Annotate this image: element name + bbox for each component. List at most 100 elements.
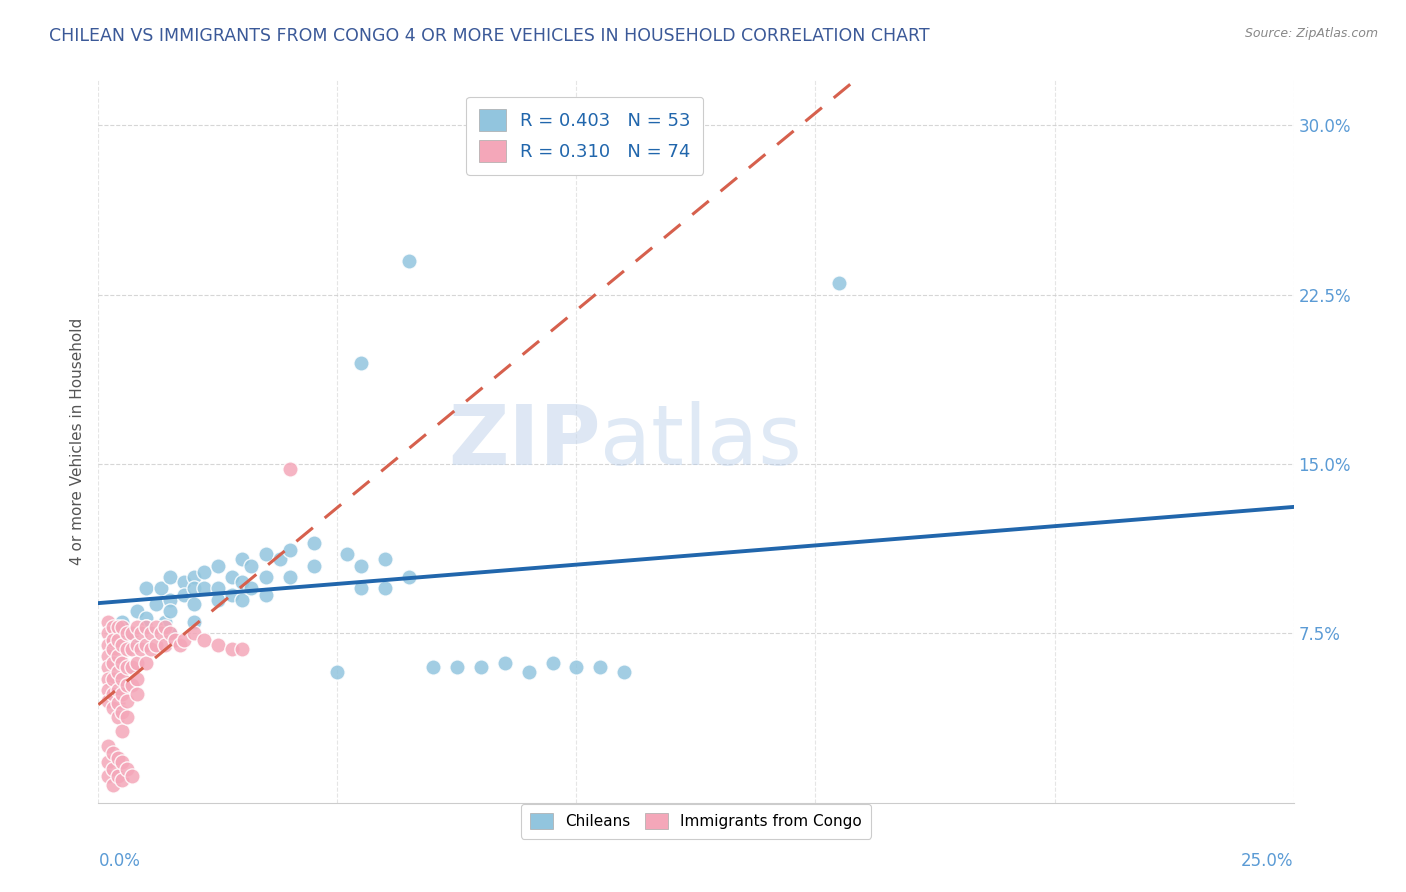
Point bbox=[240, 582, 263, 596]
Point bbox=[173, 633, 195, 648]
Point bbox=[115, 642, 138, 657]
Point bbox=[101, 633, 124, 648]
Point bbox=[278, 570, 301, 584]
Point bbox=[207, 592, 229, 607]
Point bbox=[121, 769, 143, 783]
Point bbox=[97, 672, 120, 686]
Point bbox=[101, 642, 124, 657]
Point bbox=[155, 620, 177, 634]
Point bbox=[149, 582, 172, 596]
Text: ZIP: ZIP bbox=[449, 401, 600, 482]
Point bbox=[183, 626, 205, 640]
Point bbox=[470, 660, 492, 674]
Point bbox=[125, 638, 148, 652]
Point bbox=[278, 542, 301, 557]
Point bbox=[101, 778, 124, 792]
Point bbox=[111, 656, 134, 670]
Point bbox=[278, 461, 301, 475]
Point bbox=[193, 633, 215, 648]
Point bbox=[97, 694, 120, 708]
Point bbox=[107, 648, 129, 663]
Point bbox=[97, 769, 120, 783]
Point bbox=[149, 626, 172, 640]
Point bbox=[145, 620, 167, 634]
Point bbox=[107, 750, 129, 764]
Point bbox=[97, 755, 120, 769]
Point bbox=[207, 558, 229, 573]
Point bbox=[155, 615, 177, 630]
Point bbox=[326, 665, 349, 679]
Text: atlas: atlas bbox=[600, 401, 801, 482]
Point bbox=[107, 620, 129, 634]
Point bbox=[97, 626, 120, 640]
Point bbox=[115, 626, 138, 640]
Point bbox=[111, 706, 134, 720]
Point bbox=[183, 582, 205, 596]
Point bbox=[269, 552, 291, 566]
Point bbox=[115, 678, 138, 692]
Point bbox=[101, 762, 124, 776]
Point bbox=[135, 620, 157, 634]
Point bbox=[207, 638, 229, 652]
Point bbox=[111, 723, 134, 738]
Point bbox=[231, 642, 253, 657]
Point bbox=[107, 697, 129, 711]
Point bbox=[517, 665, 540, 679]
Point bbox=[350, 582, 373, 596]
Point bbox=[121, 678, 143, 692]
Point bbox=[115, 660, 138, 674]
Point bbox=[115, 710, 138, 724]
Point bbox=[336, 548, 359, 562]
Point bbox=[173, 588, 195, 602]
Point bbox=[135, 656, 157, 670]
Text: Source: ZipAtlas.com: Source: ZipAtlas.com bbox=[1244, 27, 1378, 40]
Point bbox=[159, 626, 181, 640]
Text: 25.0%: 25.0% bbox=[1241, 853, 1294, 871]
Point bbox=[302, 536, 325, 550]
Point bbox=[135, 610, 157, 624]
Point bbox=[159, 604, 181, 618]
Point bbox=[131, 626, 153, 640]
Point bbox=[97, 739, 120, 754]
Point bbox=[374, 552, 396, 566]
Point bbox=[163, 633, 186, 648]
Point bbox=[231, 574, 253, 589]
Point bbox=[183, 615, 205, 630]
Point bbox=[115, 694, 138, 708]
Point bbox=[135, 638, 157, 652]
Point bbox=[135, 620, 157, 634]
Point bbox=[139, 626, 162, 640]
Point bbox=[446, 660, 468, 674]
Point bbox=[828, 277, 851, 291]
Point bbox=[111, 773, 134, 788]
Point bbox=[422, 660, 444, 674]
Point bbox=[145, 597, 167, 611]
Point bbox=[107, 665, 129, 679]
Point bbox=[111, 620, 134, 634]
Text: CHILEAN VS IMMIGRANTS FROM CONGO 4 OR MORE VEHICLES IN HOUSEHOLD CORRELATION CHA: CHILEAN VS IMMIGRANTS FROM CONGO 4 OR MO… bbox=[49, 27, 929, 45]
Point bbox=[97, 638, 120, 652]
Point bbox=[231, 592, 253, 607]
Point bbox=[101, 620, 124, 634]
Point bbox=[115, 626, 138, 640]
Point bbox=[97, 660, 120, 674]
Y-axis label: 4 or more Vehicles in Household: 4 or more Vehicles in Household bbox=[69, 318, 84, 566]
Point bbox=[135, 582, 157, 596]
Point bbox=[183, 570, 205, 584]
Point bbox=[107, 633, 129, 648]
Point bbox=[589, 660, 612, 674]
Point bbox=[398, 570, 420, 584]
Point bbox=[159, 570, 181, 584]
Point bbox=[350, 558, 373, 573]
Point bbox=[565, 660, 588, 674]
Point bbox=[101, 656, 124, 670]
Point bbox=[107, 769, 129, 783]
Point bbox=[115, 762, 138, 776]
Point bbox=[125, 656, 148, 670]
Point bbox=[221, 588, 243, 602]
Point bbox=[221, 642, 243, 657]
Point bbox=[131, 642, 153, 657]
Point bbox=[173, 574, 195, 589]
Point bbox=[111, 755, 134, 769]
Point bbox=[111, 615, 134, 630]
